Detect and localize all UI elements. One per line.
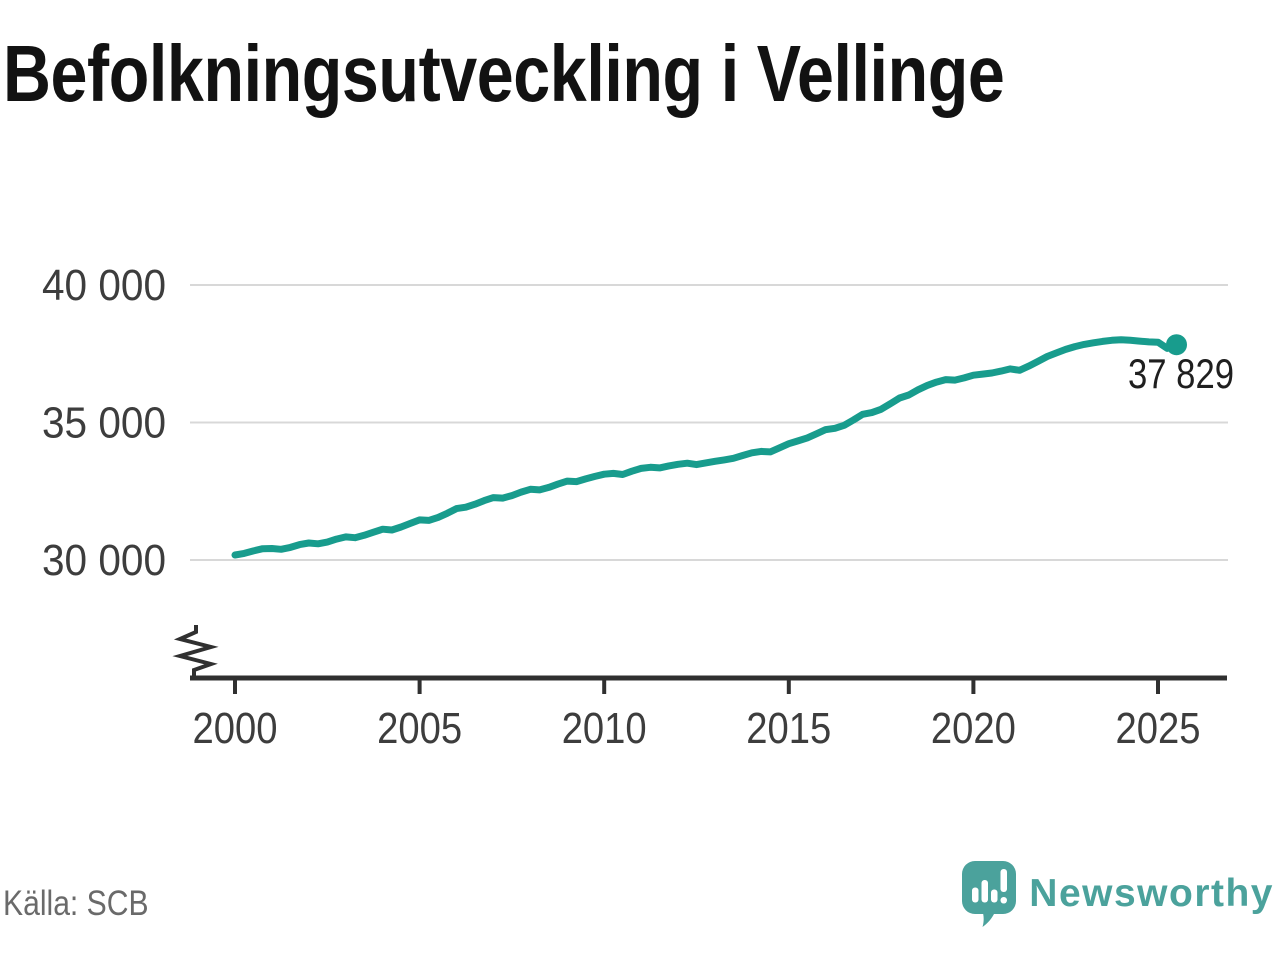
x-tick-label: 2005 [377, 704, 462, 753]
y-axis-labels: 30 000 35 000 40 000 [42, 261, 166, 585]
y-tick-label: 30 000 [42, 536, 166, 585]
gridlines [190, 284, 1228, 561]
x-tick-label: 2020 [931, 704, 1016, 753]
axis-break-zigzag [172, 625, 219, 678]
y-tick-label: 40 000 [42, 261, 166, 310]
latest-value-dot [1166, 334, 1187, 356]
newsworthy-logo: Newsworthy [962, 860, 1274, 928]
x-axis: 2000 2005 2010 2015 2020 2025 [190, 675, 1227, 753]
population-line [231, 336, 1180, 559]
brand-wordmark: Newsworthy [1029, 872, 1274, 915]
newsworthy-bubble-icon [962, 861, 1017, 927]
x-tick-label: 2015 [746, 704, 831, 753]
bar-icon-2 [981, 880, 989, 903]
population-series [231, 334, 1187, 559]
bar-icon-1 [972, 887, 979, 903]
x-tick-label: 2000 [193, 704, 278, 753]
page-title: Befolkningsutveckling i Vellinge [3, 29, 1005, 118]
exclamation-dot-icon [1000, 897, 1008, 904]
bar-icon-3 [991, 889, 998, 903]
x-tick-label: 2010 [562, 704, 647, 753]
source-note: Källa: SCB [3, 884, 149, 923]
end-value-label: 37 829 [1128, 350, 1234, 397]
y-tick-label: 35 000 [42, 399, 166, 448]
x-tick-label: 2025 [1116, 704, 1201, 753]
exclamation-bar-icon [1000, 869, 1008, 892]
